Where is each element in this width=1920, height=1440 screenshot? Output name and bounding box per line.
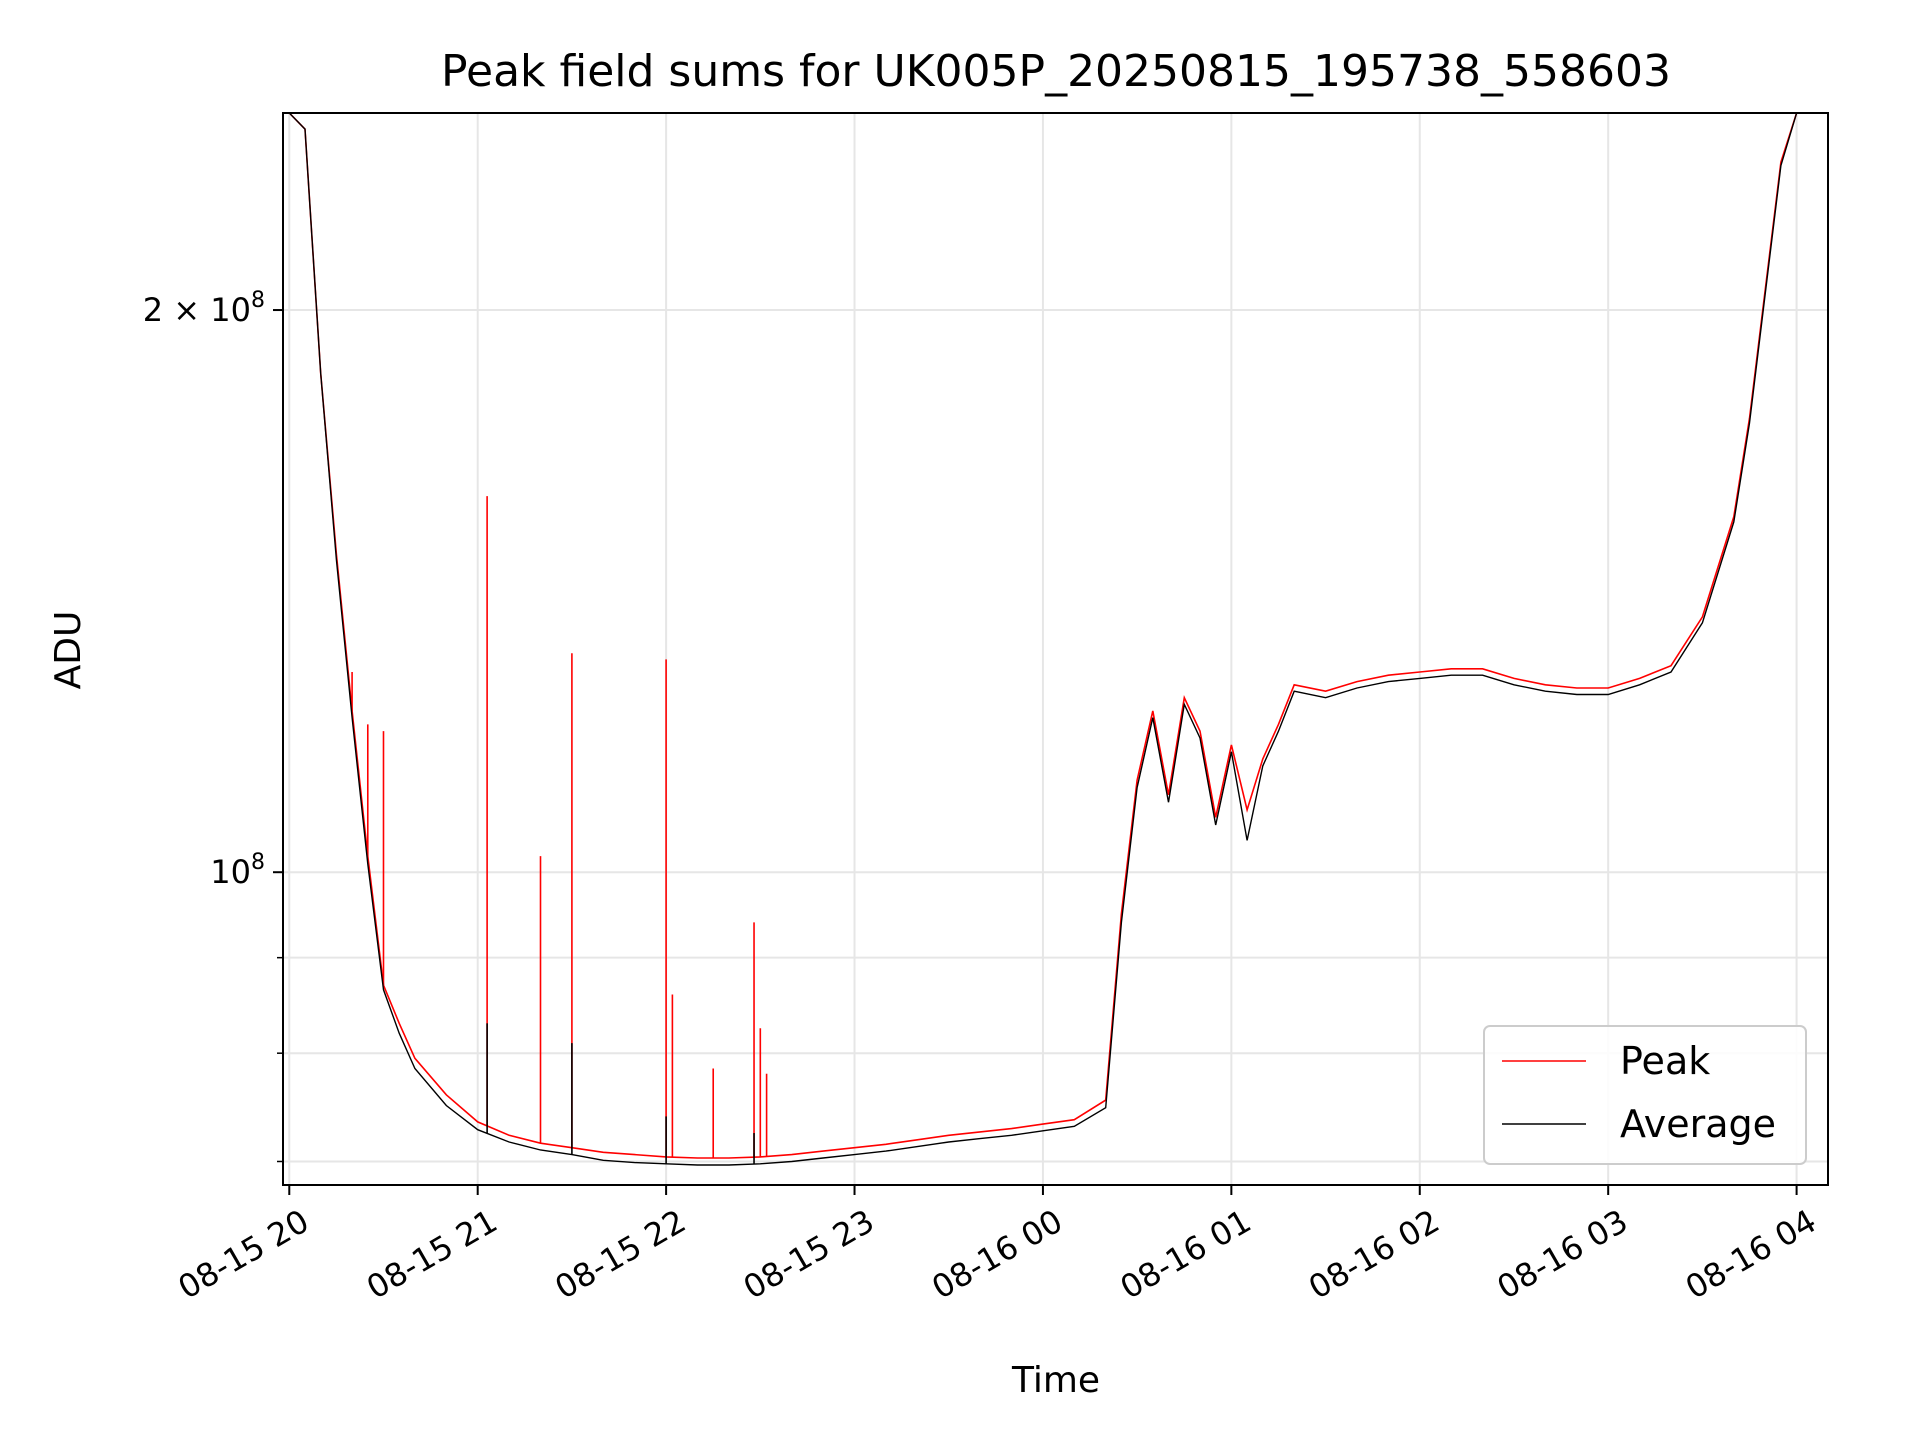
plot-frame — [282, 112, 1829, 1186]
y-tick-label-1: 2 × 108 — [143, 288, 265, 329]
y-tick-label-0: 108 — [210, 850, 265, 891]
y-axis: 108 2 × 108 — [143, 288, 283, 1163]
series-layer — [288, 113, 1828, 1166]
legend-label-peak: Peak — [1620, 1039, 1710, 1083]
chart-title: Peak field sums for UK005P_20250815_1957… — [441, 46, 1671, 97]
y-axis-label: ADU — [48, 611, 89, 690]
legend-label-average: Average — [1620, 1102, 1776, 1146]
series-line-average — [288, 113, 1828, 1166]
x-axis-label: Time — [1011, 1360, 1100, 1401]
legend: Peak Average — [1483, 1025, 1807, 1165]
series-group — [288, 113, 1828, 1166]
